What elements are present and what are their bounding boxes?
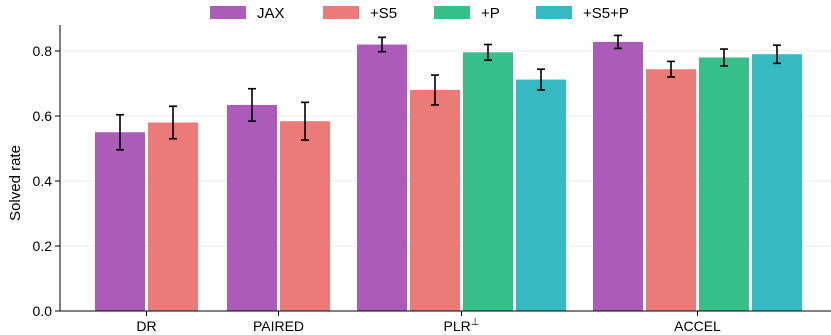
- bar-plr-plusp: [463, 52, 513, 312]
- legend-swatch: [323, 6, 359, 19]
- bars: [95, 41, 802, 312]
- error-bars: [116, 34, 781, 151]
- bar-plr-jax: [357, 44, 407, 311]
- y-tick-label: 0.0: [33, 303, 53, 319]
- bar-dr-jax: [95, 132, 145, 311]
- x-tick-label: ACCEL: [674, 318, 721, 334]
- bar-dr-pluss5: [148, 122, 198, 311]
- x-tick-label: DR: [136, 318, 156, 334]
- bar-plr-pluss5: [410, 90, 460, 311]
- bar-paired-pluss5: [280, 121, 330, 311]
- legend-swatch: [434, 6, 470, 19]
- legend-label: +S5+P: [583, 5, 629, 22]
- legend-label: +S5: [370, 5, 397, 22]
- y-tick-label: 0.8: [33, 43, 53, 59]
- bar-accel-jax: [593, 41, 643, 312]
- legend-label: +P: [481, 5, 500, 22]
- legend: JAX +S5 +P +S5+P: [210, 5, 629, 22]
- legend-swatch: [536, 6, 572, 19]
- bar-accel-pluss5: [646, 69, 696, 311]
- bar-plr-pluss5plusp: [516, 79, 566, 311]
- y-axis-label: Solved rate: [7, 145, 24, 221]
- axes: 0.0 0.2 0.4 0.6 0.8 DR PAIRED PLR⊥ ACCEL: [33, 25, 831, 334]
- bar-accel-plusp: [699, 57, 749, 311]
- legend-label: JAX: [257, 5, 285, 22]
- bar-paired-jax: [227, 104, 277, 311]
- x-tick-label: PAIRED: [253, 318, 304, 334]
- y-tick-label: 0.4: [33, 173, 53, 189]
- legend-swatch: [210, 6, 246, 19]
- bar-accel-pluss5plusp: [752, 54, 802, 311]
- y-tick-label: 0.2: [33, 238, 53, 254]
- y-tick-label: 0.6: [33, 108, 53, 124]
- x-tick-label: PLR⊥: [444, 317, 480, 334]
